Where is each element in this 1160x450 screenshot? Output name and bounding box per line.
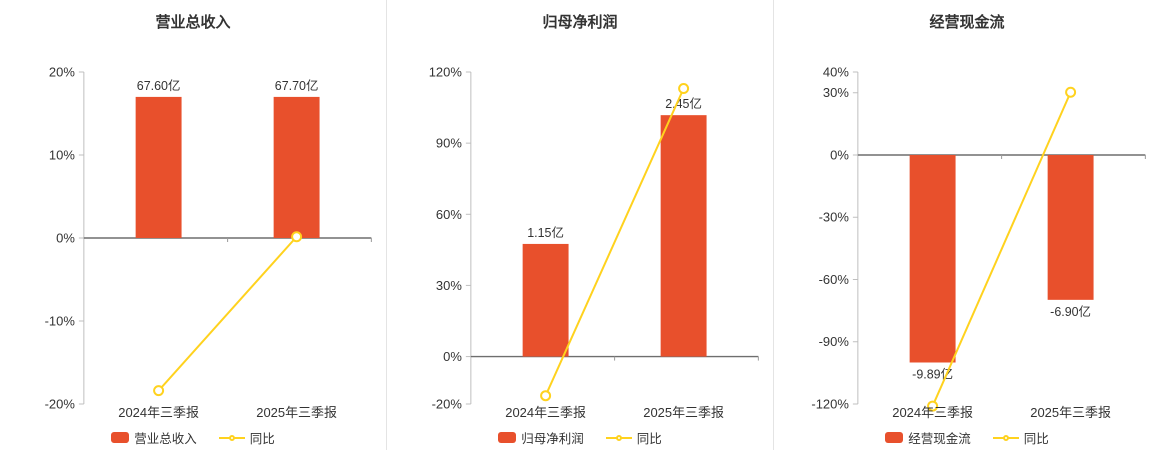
chart-title-revenue: 营业总收入 <box>155 14 231 31</box>
bar-value-label: -6.90亿 <box>1050 304 1091 319</box>
legend-item-bar[interactable]: 营业总收入 <box>111 428 197 447</box>
line-marker-icon <box>1002 434 1009 441</box>
x-category-label: 2025年三季报 <box>643 405 724 420</box>
net-profit-chart: 120% 90% 60% 30% 0% -20% 1.15亿 2.45亿 2024年三季报 202… <box>429 64 759 420</box>
y-tick-label: 40% <box>823 64 849 79</box>
bar <box>1047 155 1094 300</box>
y-tick-label: -60% <box>819 272 850 287</box>
panel-cash-flow: 经营现金流 40% 30% 0% -30% -60% -90% -120% -9.89亿 -6.… <box>773 0 1160 450</box>
yoy-point <box>540 390 552 402</box>
bar <box>135 96 182 239</box>
bar-value-label: 67.60亿 <box>137 78 181 93</box>
legend-item-yoy[interactable]: 同比 <box>992 428 1049 447</box>
line-marker-icon <box>228 434 235 441</box>
legend-item-yoy[interactable]: 同比 <box>218 428 275 447</box>
legend-net-profit: 归母净利润 同比 <box>387 428 773 447</box>
bar <box>273 96 320 239</box>
bar-value-label: -9.89亿 <box>912 366 953 381</box>
chart-title-net-profit: 归母净利润 <box>542 14 618 31</box>
bar-value-label: 67.70亿 <box>275 78 319 93</box>
y-tick-label: 0% <box>830 147 849 162</box>
y-tick-label: 120% <box>429 64 463 79</box>
yoy-line <box>544 88 685 397</box>
legend-item-bar[interactable]: 经营现金流 <box>885 428 971 447</box>
yoy-point <box>153 385 165 397</box>
y-tick-label: 0% <box>56 230 75 245</box>
line-swatch-icon <box>992 434 1019 441</box>
legend-revenue: 营业总收入 同比 <box>0 428 386 447</box>
bar-value-label: 2.45亿 <box>665 96 702 111</box>
y-tick-label: 30% <box>436 278 462 293</box>
yoy-line <box>931 91 1072 407</box>
y-tick-label: 10% <box>49 147 75 162</box>
revenue-chart: 20% 10% 0% -10% -20% 67.60亿 67.70亿 2024年三季报 2025… <box>45 64 372 420</box>
legend-yoy-label: 同比 <box>1023 432 1049 446</box>
x-category-label: 2025年三季报 <box>1030 405 1111 420</box>
y-tick-label: -10% <box>45 313 76 328</box>
bar-swatch-icon <box>111 432 130 443</box>
y-tick-label: -30% <box>819 210 850 225</box>
y-tick-label: 60% <box>436 207 462 222</box>
bar-swatch-icon <box>885 432 904 443</box>
chart-title-cash-flow: 经营现金流 <box>929 14 1005 31</box>
x-category-label: 2025年三季报 <box>256 405 337 420</box>
x-category-label: 2024年三季报 <box>505 405 586 420</box>
line-swatch-icon <box>605 434 632 441</box>
x-category-label: 2024年三季报 <box>118 405 199 420</box>
y-tick-label: -20% <box>45 396 76 411</box>
yoy-point <box>291 231 303 243</box>
yoy-point <box>678 83 690 95</box>
y-tick-label: -90% <box>819 334 850 349</box>
legend-bar-label: 归母净利润 <box>521 432 584 446</box>
x-category-label: 2024年三季报 <box>892 405 973 420</box>
line-swatch-icon <box>218 434 245 441</box>
y-tick-label: 90% <box>436 136 462 151</box>
yoy-point <box>927 400 939 412</box>
legend-bar-label: 营业总收入 <box>134 432 197 446</box>
bar <box>522 243 569 357</box>
cash-flow-chart: 40% 30% 0% -30% -60% -90% -120% -9.89亿 -6.90亿 202… <box>811 64 1146 420</box>
panel-net-profit: 归母净利润 120% 90% 60% 30% 0% -20% 1.15亿 2.45亿 2024年… <box>386 0 773 450</box>
y-tick-label: -120% <box>811 396 849 411</box>
panel-revenue: 营业总收入 20% 10% 0% -10% -20% 67.60亿 67.70亿 2024年三… <box>0 0 386 450</box>
legend-item-yoy[interactable]: 同比 <box>605 428 662 447</box>
bar <box>660 115 707 357</box>
y-tick-label: 0% <box>443 349 462 364</box>
legend-yoy-label: 同比 <box>636 432 662 446</box>
y-tick-label: 20% <box>49 64 75 79</box>
y-tick-label: -20% <box>432 396 463 411</box>
yoy-line <box>157 236 298 392</box>
bar-value-label: 1.15亿 <box>527 225 564 240</box>
legend-item-bar[interactable]: 归母净利润 <box>498 428 584 447</box>
yoy-point <box>1065 86 1077 98</box>
bar-swatch-icon <box>498 432 517 443</box>
legend-bar-label: 经营现金流 <box>908 432 971 446</box>
legend-cash-flow: 经营现金流 同比 <box>774 428 1160 447</box>
bar <box>909 155 956 363</box>
line-marker-icon <box>615 434 622 441</box>
legend-yoy-label: 同比 <box>249 432 275 446</box>
y-tick-label: 30% <box>823 85 849 100</box>
